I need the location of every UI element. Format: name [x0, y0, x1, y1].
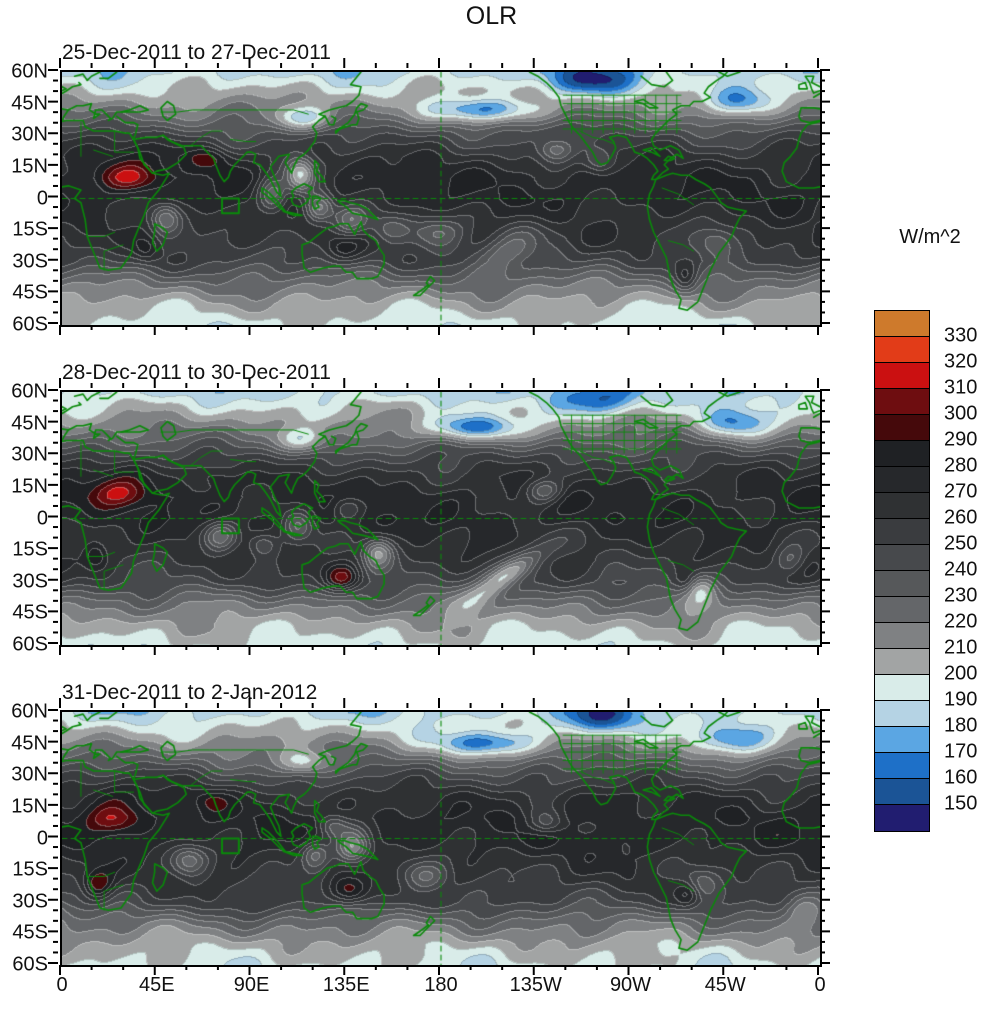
lon-tick-label: 90W — [609, 974, 652, 996]
colorbar-tick-label: 270 — [944, 480, 978, 503]
colorbar-segment — [875, 493, 929, 519]
colorbar-segment — [875, 337, 929, 363]
lon-tick-label: 135W — [509, 974, 562, 996]
lat-tick-label: 0 — [36, 827, 48, 849]
lon-tick-label: 180 — [424, 974, 458, 996]
lat-tick-label: 45S — [12, 921, 48, 944]
colorbar-segment — [875, 597, 929, 623]
lat-tick-label: 45N — [11, 92, 48, 115]
lon-tick-label: 0 — [814, 974, 826, 996]
lat-tick-label: 30N — [11, 123, 48, 146]
lat-tick-label: 15S — [12, 538, 48, 561]
panel-2-title: 28-Dec-2011 to 30-Dec-2011 — [62, 361, 331, 384]
map-canvas-3 — [60, 710, 822, 967]
lon-tick-label: 45E — [138, 974, 175, 996]
colorbar-tick-label: 250 — [944, 532, 978, 555]
colorbar-tick-label: 170 — [944, 740, 978, 763]
colorbar-tick-label: 320 — [944, 350, 978, 373]
map-panel-2: 28-Dec-2011 to 30-Dec-2011 60N 45N 30N 15N 0… — [11, 361, 830, 656]
lat-tick-label: 45S — [12, 601, 48, 624]
colorbar-tick-label: 210 — [944, 636, 978, 659]
colorbar-segment — [875, 363, 929, 389]
colorbar-segment — [875, 519, 929, 545]
lat-tick-label: 45N — [11, 732, 48, 755]
lat-tick-label: 0 — [36, 187, 48, 209]
lat-tick-label: 30N — [11, 443, 48, 466]
lat-tick-label: 30S — [12, 250, 48, 273]
lon-tick-label: 0 — [56, 974, 68, 996]
panel-3-title: 31-Dec-2011 to 2-Jan-2012 — [62, 681, 318, 704]
colorbar-tick-label: 280 — [944, 454, 978, 477]
colorbar-tick-label: 230 — [944, 584, 978, 607]
lat-tick-label: 15S — [12, 858, 48, 881]
lon-tick-label: 135E — [322, 974, 370, 996]
longitude-axis-labels: 0 45E 90E 135E 180 135W 90W 45W 0 — [56, 974, 826, 1004]
colorbar-segment — [875, 415, 929, 441]
colorbar-tick-label: 150 — [944, 792, 978, 815]
map-panel-3: 31-Dec-2011 to 2-Jan-2012 60N 45N 30N 15N 0 1… — [11, 681, 830, 976]
lat-tick-label: 60N — [11, 380, 48, 403]
map-canvas-2 — [60, 390, 822, 647]
lat-tick-label: 0 — [36, 507, 48, 529]
colorbar — [874, 310, 930, 832]
colorbar-segment — [875, 701, 929, 727]
lon-tick-label: 90E — [233, 974, 270, 996]
lat-tick-label: 15S — [12, 218, 48, 241]
colorbar-tick-label: 260 — [944, 506, 978, 529]
colorbar-tick-label: 300 — [944, 402, 978, 425]
colorbar-segment — [875, 753, 929, 779]
lat-tick-label: 60S — [12, 633, 48, 656]
lat-tick-label: 30N — [11, 763, 48, 786]
colorbar-labels: 330 320 310 300 290 280 270 260 250 240 230 220 210 2… — [944, 310, 983, 830]
colorbar-segment — [875, 467, 929, 493]
lat-tick-label: 60S — [12, 953, 48, 976]
colorbar-tick-label: 160 — [944, 766, 978, 789]
map-canvas-1 — [60, 70, 822, 327]
colorbar-tick-label: 190 — [944, 688, 978, 711]
colorbar-tick-label: 180 — [944, 714, 978, 737]
lat-tick-label: 45N — [11, 412, 48, 435]
colorbar-segment — [875, 623, 929, 649]
map-panel-1: 25-Dec-2011 to 27-Dec-2011 60N 45N 30N 15N 0… — [11, 41, 830, 336]
lat-tick-label: 15N — [11, 475, 48, 498]
lat-tick-label: 15N — [11, 155, 48, 178]
lat-tick-label: 45S — [12, 281, 48, 304]
colorbar-segment — [875, 389, 929, 415]
colorbar-tick-label: 310 — [944, 376, 978, 399]
figure-title: OLR — [465, 2, 518, 30]
colorbar-tick-label: 220 — [944, 610, 978, 633]
colorbar-segment — [875, 441, 929, 467]
colorbar-tick-label: 330 — [944, 324, 978, 347]
colorbar-tick-label: 200 — [944, 662, 978, 685]
colorbar-segment — [875, 649, 929, 675]
colorbar-segment — [875, 311, 929, 337]
lon-tick-label: 45W — [704, 974, 746, 996]
colorbar-segment — [875, 571, 929, 597]
colorbar-segment — [875, 727, 929, 753]
colorbar-title: W/m^2 — [899, 226, 961, 248]
colorbar-tick-label: 290 — [944, 428, 978, 451]
lat-tick-label: 30S — [12, 570, 48, 593]
lat-tick-label: 15N — [11, 795, 48, 818]
panel-1-title: 25-Dec-2011 to 27-Dec-2011 — [62, 41, 331, 64]
colorbar-segment — [875, 545, 929, 571]
colorbar-segment — [875, 675, 929, 701]
colorbar-tick-label: 240 — [944, 558, 978, 581]
lat-tick-label: 30S — [12, 890, 48, 913]
lat-tick-label: 60S — [12, 313, 48, 336]
colorbar-segment — [875, 805, 929, 831]
colorbar-segment — [875, 779, 929, 805]
lat-tick-label: 60N — [11, 700, 48, 723]
lat-tick-label: 60N — [11, 60, 48, 83]
